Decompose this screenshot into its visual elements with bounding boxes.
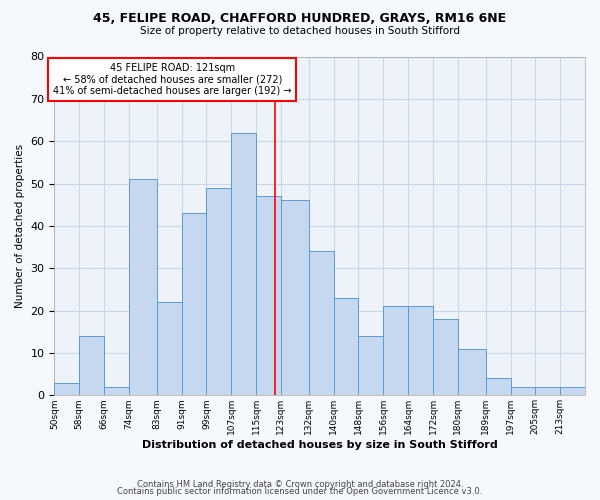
Text: 45, FELIPE ROAD, CHAFFORD HUNDRED, GRAYS, RM16 6NE: 45, FELIPE ROAD, CHAFFORD HUNDRED, GRAYS… [94, 12, 506, 26]
Bar [458, 348, 486, 396]
Bar [281, 200, 309, 396]
Text: Contains HM Land Registry data © Crown copyright and database right 2024.: Contains HM Land Registry data © Crown c… [137, 480, 463, 489]
Bar [55, 382, 79, 396]
Bar [129, 180, 157, 396]
Bar [486, 378, 511, 396]
Bar [309, 252, 334, 396]
Bar [535, 387, 560, 396]
Y-axis label: Number of detached properties: Number of detached properties [15, 144, 25, 308]
Bar [79, 336, 104, 396]
Bar [433, 319, 458, 396]
Bar [206, 188, 231, 396]
Bar [560, 387, 585, 396]
Bar [256, 196, 281, 396]
Bar [358, 336, 383, 396]
Bar [408, 306, 433, 396]
Bar [231, 132, 256, 396]
Text: Contains public sector information licensed under the Open Government Licence v3: Contains public sector information licen… [118, 488, 482, 496]
Text: 45 FELIPE ROAD: 121sqm
← 58% of detached houses are smaller (272)
41% of semi-de: 45 FELIPE ROAD: 121sqm ← 58% of detached… [53, 63, 292, 96]
Bar [182, 213, 206, 396]
Bar [511, 387, 535, 396]
Bar [334, 298, 358, 396]
Bar [104, 387, 129, 396]
X-axis label: Distribution of detached houses by size in South Stifford: Distribution of detached houses by size … [142, 440, 497, 450]
Bar [157, 302, 182, 396]
Text: Size of property relative to detached houses in South Stifford: Size of property relative to detached ho… [140, 26, 460, 36]
Bar [383, 306, 408, 396]
